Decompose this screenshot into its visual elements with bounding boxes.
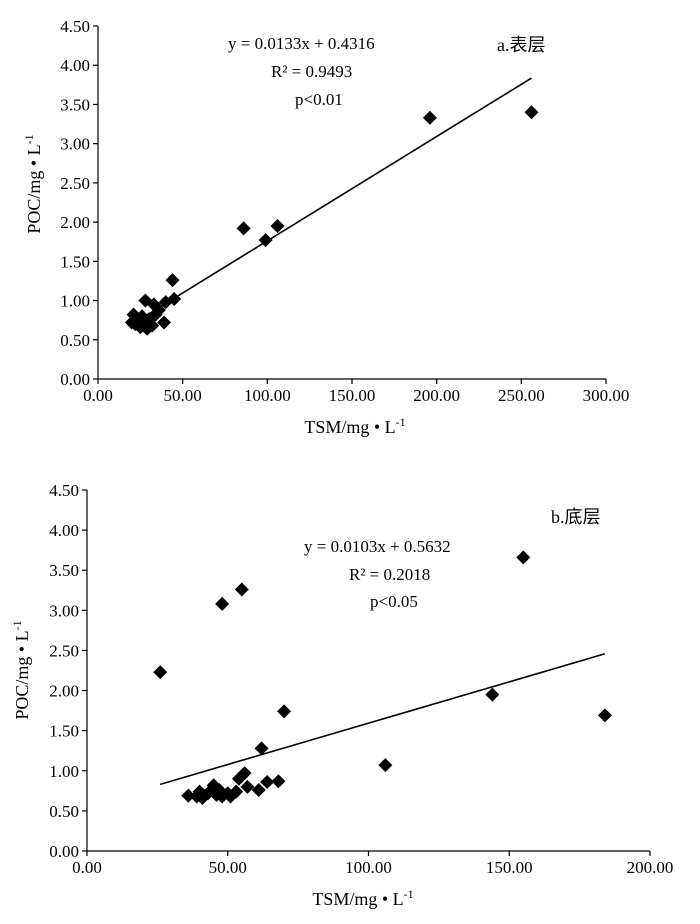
chart-b-y-tick-label: 0.50 xyxy=(49,802,79,821)
chart-a-y-tick-label: 0.00 xyxy=(60,370,90,389)
chart-a-y-tick-label: 4.00 xyxy=(60,56,90,75)
chart-b-equation: y = 0.0103x + 0.5632 xyxy=(304,537,451,556)
chart-b-x-tick-label: 0.00 xyxy=(72,858,102,877)
chart-a-data-point xyxy=(145,318,160,333)
chart-b-r2: R² = 0.2018 xyxy=(349,565,430,584)
chart-a-panel-label: a.表层 xyxy=(497,35,546,55)
chart-a-data-point xyxy=(165,273,180,288)
chart-b-y-tick-label: 1.00 xyxy=(49,762,79,781)
chart-b-y-tick-label: 3.50 xyxy=(49,561,79,580)
chart-b-data-point xyxy=(260,775,275,790)
chart-b-x-tick-label: 50.00 xyxy=(209,858,247,877)
chart-b-y-tick-label: 4.50 xyxy=(49,481,79,500)
chart-a-data-point xyxy=(236,221,251,236)
chart-b-x-tick-label: 100.00 xyxy=(345,858,392,877)
chart-b-y-axis-title: POC/mg • L-1 xyxy=(10,620,32,719)
chart-a-y-tick-label: 2.50 xyxy=(60,174,90,193)
chart-a-y-tick-label: 2.00 xyxy=(60,213,90,232)
chart-a-x-tick-label: 50.00 xyxy=(164,386,202,405)
chart-a-x-tick-label: 200.00 xyxy=(413,386,460,405)
chart-b-x-tick-label: 200.00 xyxy=(627,858,674,877)
chart-a-y-tick-label: 3.50 xyxy=(60,95,90,114)
chart-b-data-point xyxy=(240,779,255,794)
chart-a-y-tick-label: 3.00 xyxy=(60,135,90,154)
chart-a-r2: R² = 0.9493 xyxy=(271,62,352,81)
chart-a-x-tick-label: 100.00 xyxy=(244,386,291,405)
chart-a-data-point xyxy=(524,105,539,120)
chart-b-x-axis-title: TSM/mg • L-1 xyxy=(312,887,413,909)
chart-a-data-point xyxy=(258,233,273,248)
chart-a-trend-line xyxy=(131,77,532,325)
chart-b-y-tick-label: 0.00 xyxy=(49,842,79,861)
chart-b-data-point xyxy=(271,774,286,789)
chart-a-data-point xyxy=(167,291,182,306)
chart-b-x-tick-label: 150.00 xyxy=(486,858,533,877)
chart-a-y-tick-label: 4.50 xyxy=(60,17,90,36)
chart-b-annotation: y = 0.0103x + 0.5632 R² = 0.2018 p<0.05 xyxy=(304,537,451,611)
chart-a-x-tick-label: 0.00 xyxy=(83,386,113,405)
chart-a-x-tick-label: 300.00 xyxy=(583,386,630,405)
chart-b: b.底层 y = 0.0103x + 0.5632 R² = 0.2018 p<… xyxy=(10,481,673,909)
chart-a-y-tick-label: 1.00 xyxy=(60,292,90,311)
chart-b-data-point xyxy=(181,788,196,803)
chart-a-x-tick-label: 150.00 xyxy=(329,386,376,405)
chart-b-data-point xyxy=(234,582,249,597)
chart-a-data-point xyxy=(151,302,166,317)
chart-b-p-value: p<0.05 xyxy=(370,592,418,611)
chart-a-y-axis-title: POC/mg • L-1 xyxy=(22,134,44,233)
chart-b-trend-line xyxy=(159,653,606,786)
chart-b-data-point xyxy=(251,783,266,798)
chart-a-y-tick-label: 1.50 xyxy=(60,252,90,271)
chart-b-y-tick-label: 3.00 xyxy=(49,601,79,620)
chart-b-data-point xyxy=(277,704,292,719)
chart-a-data-point xyxy=(422,110,437,125)
chart-a-annotation: y = 0.0133x + 0.4316 R² = 0.9493 p<0.01 xyxy=(228,34,375,109)
chart-a-data-point xyxy=(157,315,172,330)
chart-a-y-tick-label: 0.50 xyxy=(60,331,90,350)
chart-b-data-point xyxy=(516,550,531,565)
chart-b-data-point xyxy=(153,665,168,680)
chart-b-data-point xyxy=(237,766,252,781)
chart-b-data-point xyxy=(215,596,230,611)
chart-b-y-tick-label: 4.00 xyxy=(49,521,79,540)
chart-b-data-point xyxy=(485,687,500,702)
chart-a: a.表层 y = 0.0133x + 0.4316 R² = 0.9493 p<… xyxy=(22,17,629,437)
chart-b-data-point xyxy=(254,741,269,756)
chart-b-panel-label: b.底层 xyxy=(551,507,601,527)
chart-a-p-value: p<0.01 xyxy=(295,90,343,109)
chart-a-x-tick-label: 250.00 xyxy=(498,386,545,405)
chart-a-x-axis-title: TSM/mg • L-1 xyxy=(304,415,405,437)
chart-a-equation: y = 0.0133x + 0.4316 xyxy=(228,34,375,53)
chart-a-data-point xyxy=(270,219,285,234)
chart-b-data-point xyxy=(229,784,244,799)
chart-b-y-tick-label: 2.50 xyxy=(49,641,79,660)
chart-b-data-point xyxy=(378,758,393,773)
chart-b-y-tick-label: 2.00 xyxy=(49,682,79,701)
chart-b-data-point xyxy=(597,708,612,723)
chart-b-y-tick-label: 1.50 xyxy=(49,722,79,741)
